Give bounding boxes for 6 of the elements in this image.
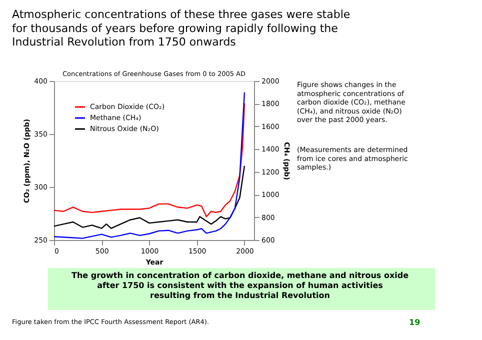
line-series <box>54 92 246 239</box>
line-series <box>54 102 246 218</box>
text: The growth in concentration of carbon dioxide, methane and nitrous oxide after 1750 is consistent with the expansion of human activities resulting from the Industrial Revolution <box>71 271 410 300</box>
text: 19 <box>409 318 421 327</box>
line-series <box>54 165 246 229</box>
chart-title: Atmospheric concentrations of these three gases were stable for thousands of years before growing rapidly following the Industrial Revolution from 1750 onwards <box>12 8 350 48</box>
